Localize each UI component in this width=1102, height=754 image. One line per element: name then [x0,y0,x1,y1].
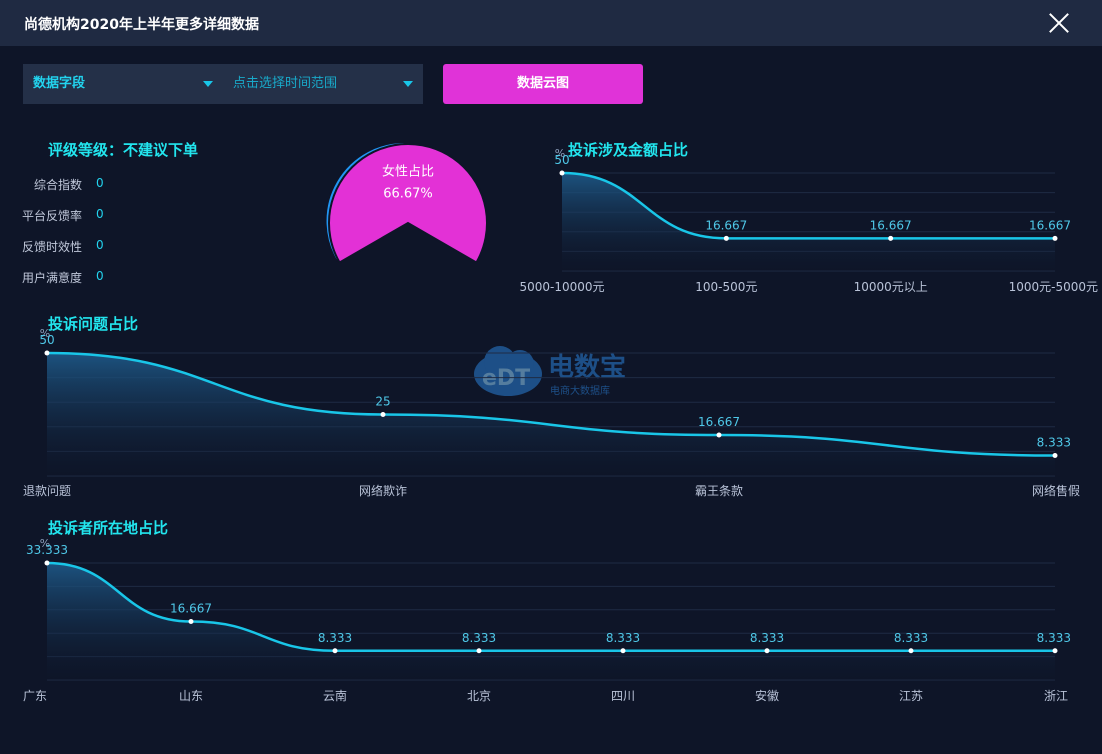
data-label: 16.667 [698,415,740,429]
window-title: 尚德机构2020年上半年更多详细数据 [24,17,259,33]
chevron-down-icon [203,81,213,87]
data-point[interactable] [764,648,770,654]
data-label: 33.333 [26,543,68,557]
pie-slice-label: 女性占比 [382,164,434,180]
y-unit-label: % [40,537,50,550]
issue-chart-series: %50 退款问题 25 网络欺诈 16.667 霸王条款 8.333 网络售假 [23,327,1080,498]
data-point[interactable] [44,560,50,566]
x-tick-label: 100-500元 [695,280,757,294]
data-label: 16.667 [170,601,212,615]
pie-slice-value: 66.67% [383,187,433,202]
x-tick-label: 江苏 [899,689,923,703]
data-label: 25 [375,395,390,409]
amount-chart-series: %50 5000-10000元 16.667 100-500元 16.667 10000元… [519,147,1098,294]
y-unit-label: % [555,147,565,160]
series-line [561,171,1055,240]
data-cloud-button[interactable]: 数据云图 [443,64,643,104]
x-tick-label: 网络售假 [1032,483,1080,498]
data-label: 16.667 [705,218,747,232]
amount-chart-title: 投诉涉及金额占比 [568,141,689,159]
x-tick-label: 安徽 [755,688,779,703]
data-label: 16.667 [1029,218,1071,232]
area-fill [562,173,1055,271]
data-label: 8.333 [1037,436,1071,450]
y-unit-label: % [40,327,50,340]
x-tick-label: 1000元-5000元 [1009,280,1098,294]
data-point[interactable] [476,648,482,654]
x-tick-label: 10000元以上 [854,280,928,294]
pie-slice-female[interactable] [328,143,488,264]
location-chart-title: 投诉者所在地占比 [48,519,169,537]
metric-row: 用户满意度 0 [0,269,110,285]
x-tick-label: 四川 [611,689,635,703]
data-point[interactable] [188,618,194,624]
metric-row: 反馈时效性 0 [0,238,110,254]
data-point[interactable] [380,412,386,417]
series-line [46,351,1056,457]
data-label: 8.333 [462,631,496,645]
metric-value: 0 [96,238,104,252]
data-field-dropdown[interactable]: 数据字段 [23,64,223,104]
issue-chart-title: 投诉问题占比 [48,315,139,333]
x-tick-label: 北京 [467,689,491,703]
data-field-label: 数据字段 [33,76,86,91]
data-point[interactable] [1052,648,1058,654]
data-label: 8.333 [894,631,928,645]
metric-label: 综合指数 [33,178,82,192]
data-point[interactable] [908,648,914,654]
data-point[interactable] [44,350,50,356]
location-chart-series: %33.333 广东 16.667 山东 8.333 云南 8.333 北京 8.333 四川 8.… [23,537,1071,703]
metric-value: 0 [96,176,104,190]
data-point[interactable] [332,648,338,654]
time-range-dropdown[interactable]: 点击选择时间范围 [223,64,423,104]
x-tick-label: 广东 [23,689,47,703]
x-tick-label: 5000-10000元 [519,280,604,294]
rating-title: 评级等级：不建议下单 [48,141,199,159]
data-point[interactable] [888,235,894,241]
data-label: 8.333 [750,631,784,645]
data-point[interactable] [723,235,729,241]
title-bar: 尚德机构2020年上半年更多详细数据 [0,0,1102,46]
metric-label: 用户满意度 [21,271,82,285]
x-tick-label: 退款问题 [23,484,71,498]
metric-row: 综合指数 0 [0,176,110,192]
metric-label: 反馈时效性 [21,240,82,254]
metric-label: 平台反馈率 [21,209,82,223]
data-label: 50 [554,153,569,167]
x-tick-label: 网络欺诈 [359,483,407,498]
data-point[interactable] [559,170,565,176]
data-point[interactable] [620,648,626,654]
time-range-placeholder: 点击选择时间范围 [233,76,338,91]
data-point[interactable] [1052,453,1058,459]
data-label: 50 [39,333,54,347]
filter-bar: 数据字段 点击选择时间范围 [23,64,423,104]
x-tick-label: 霸王条款 [695,484,743,498]
data-point[interactable] [716,432,722,438]
x-tick-label: 山东 [179,689,203,703]
area-fill [47,353,1055,476]
area-fill [47,563,1055,680]
metric-value: 0 [96,269,104,283]
chevron-down-icon [403,81,413,87]
data-label: 8.333 [318,631,352,645]
data-label: 8.333 [606,631,640,645]
data-label: 8.333 [1037,631,1071,645]
x-tick-label: 云南 [323,688,347,703]
x-tick-label: 浙江 [1044,689,1068,703]
data-point[interactable] [1052,235,1058,241]
metric-value: 0 [96,207,104,221]
data-label: 16.667 [870,218,912,232]
metric-row: 平台反馈率 0 [0,207,110,223]
watermark-logo-text: eDT [482,366,530,391]
watermark-sub: 电商大数据库 [550,384,610,397]
